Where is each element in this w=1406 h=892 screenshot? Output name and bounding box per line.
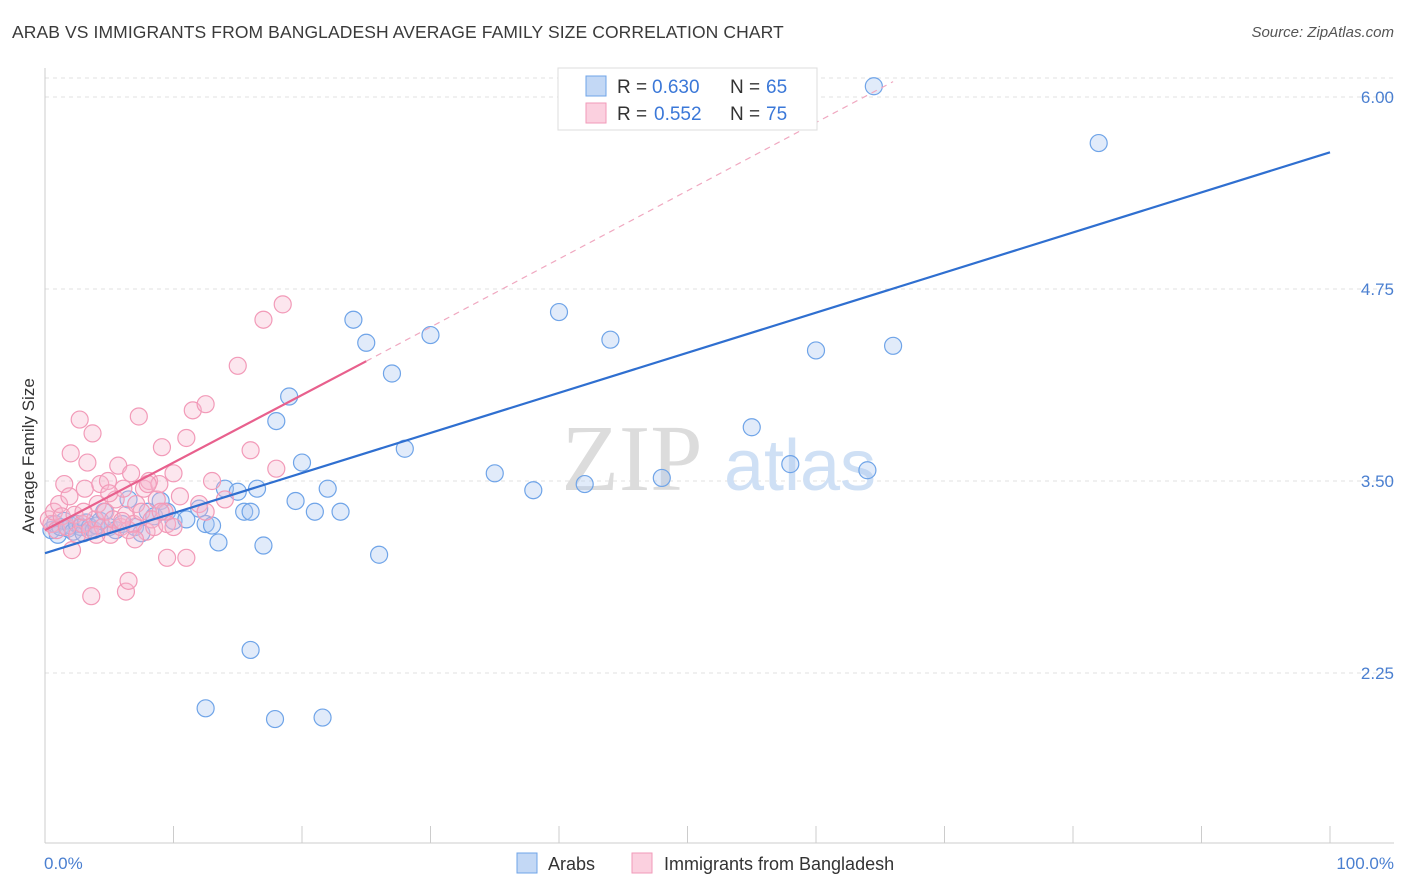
point-bangladesh-8 (60, 487, 79, 506)
point-bangladesh-15 (78, 453, 97, 472)
point-arabs-62 (864, 77, 883, 96)
point-bangladesh-48 (170, 487, 190, 506)
point-bangladesh-65 (125, 530, 145, 549)
point-arabs-44 (318, 479, 337, 498)
point-bangladesh-32 (121, 464, 141, 483)
x-tick-label-left: 0.0% (44, 854, 83, 873)
point-bangladesh-53 (202, 471, 222, 491)
point-bangladesh-49 (177, 428, 196, 448)
point-bangladesh-56 (241, 441, 260, 460)
bottom-legend-swatch-arabs (516, 852, 538, 874)
point-bangladesh-55 (228, 356, 247, 375)
point-bangladesh-60 (61, 444, 80, 463)
grid-lines (45, 77, 1394, 674)
point-bangladesh-36 (132, 502, 151, 521)
point-bangladesh-74 (196, 395, 215, 414)
point-arabs-48 (370, 545, 389, 564)
bottom-legend: Arabs Immigrants from Bangladesh (516, 852, 894, 874)
top-legend: R = 0.630 N = 65 R = 0.552 N = 75 (557, 67, 818, 131)
point-bangladesh-57 (254, 310, 273, 329)
point-bangladesh-47 (164, 464, 183, 483)
point-arabs-35 (235, 502, 254, 521)
y-tick-labels: 2.25 3.50 4.75 6.00 (1361, 88, 1394, 683)
point-arabs-49 (382, 364, 402, 383)
point-bangladesh-71 (119, 571, 138, 590)
legend-n-bangladesh: 75 (766, 104, 787, 125)
point-arabs-42 (292, 453, 312, 472)
point-arabs-58 (742, 418, 761, 437)
point-bangladesh-44 (152, 438, 172, 457)
point-bangladesh-12 (70, 410, 89, 429)
point-arabs-38 (254, 536, 273, 555)
chart-source: Source: ZipAtlas.com (1251, 24, 1394, 41)
point-arabs-55 (575, 474, 594, 494)
watermark-atlas: atlas (724, 426, 876, 506)
point-arabs-51 (421, 325, 440, 345)
point-arabs-39 (267, 411, 286, 431)
trend-line-bangladesh (44, 360, 367, 532)
legend-r-bangladesh: 0.552 (654, 104, 702, 125)
point-arabs-36 (241, 502, 260, 521)
point-arabs-61 (858, 461, 877, 480)
y-axis-label: Average Family Size (19, 378, 38, 534)
axes (44, 68, 1394, 844)
point-bangladesh-72 (157, 548, 177, 567)
y-tick-label-2: 4.75 (1361, 280, 1394, 299)
bottom-legend-label-bangladesh: Immigrants from Bangladesh (664, 854, 894, 874)
point-arabs-52 (485, 464, 504, 483)
point-arabs-66 (196, 699, 215, 718)
point-arabs-41 (286, 491, 305, 511)
legend-n-arabs: 65 (766, 77, 787, 98)
y-tick-label-1: 3.50 (1361, 472, 1394, 491)
point-bangladesh-59 (273, 295, 292, 314)
point-arabs-54 (549, 302, 569, 322)
watermark-zip: ZIP (562, 407, 703, 511)
point-arabs-65 (241, 640, 260, 660)
legend-r-label-bangladesh: R = (617, 104, 647, 125)
point-arabs-56 (601, 330, 620, 349)
legend-n-label-arabs: N = (730, 77, 760, 98)
bottom-legend-swatch-bangladesh (631, 852, 653, 874)
point-arabs-46 (344, 310, 363, 329)
trend-line-arabs (44, 151, 1331, 555)
point-bangladesh-58 (267, 459, 286, 478)
point-arabs-63 (883, 336, 903, 355)
point-arabs-43 (305, 502, 324, 521)
y-tick-label-0: 2.25 (1361, 664, 1394, 683)
point-bangladesh-70 (116, 582, 136, 601)
legend-n-label-bangladesh: N = (730, 104, 760, 125)
point-bangladesh-68 (164, 517, 183, 537)
point-bangladesh-73 (82, 587, 101, 606)
point-arabs-59 (781, 455, 800, 474)
chart-title: ARAB VS IMMIGRANTS FROM BANGLADESH AVERA… (12, 22, 784, 42)
point-arabs-60 (806, 341, 826, 360)
point-arabs-32 (209, 533, 228, 552)
point-arabs-45 (331, 502, 350, 521)
data-points (39, 77, 1108, 729)
point-arabs-53 (524, 481, 543, 500)
point-arabs-47 (357, 333, 376, 352)
point-arabs-57 (652, 468, 671, 488)
point-arabs-67 (265, 709, 285, 729)
point-bangladesh-69 (177, 548, 196, 567)
point-arabs-64 (1089, 133, 1108, 153)
point-bangladesh-35 (129, 407, 148, 426)
point-bangladesh-14 (75, 479, 94, 498)
bottom-legend-label-arabs: Arabs (548, 854, 595, 874)
legend-r-label-arabs: R = (617, 77, 647, 98)
y-tick-label-3: 6.00 (1361, 88, 1394, 107)
legend-swatch-bangladesh (585, 102, 607, 124)
point-bangladesh-17 (83, 424, 102, 443)
point-arabs-68 (313, 708, 332, 727)
legend-r-arabs: 0.630 (652, 77, 700, 98)
x-tick-label-right: 100.0% (1336, 854, 1394, 873)
legend-swatch-arabs (585, 75, 607, 97)
point-bangladesh-22 (96, 502, 115, 521)
